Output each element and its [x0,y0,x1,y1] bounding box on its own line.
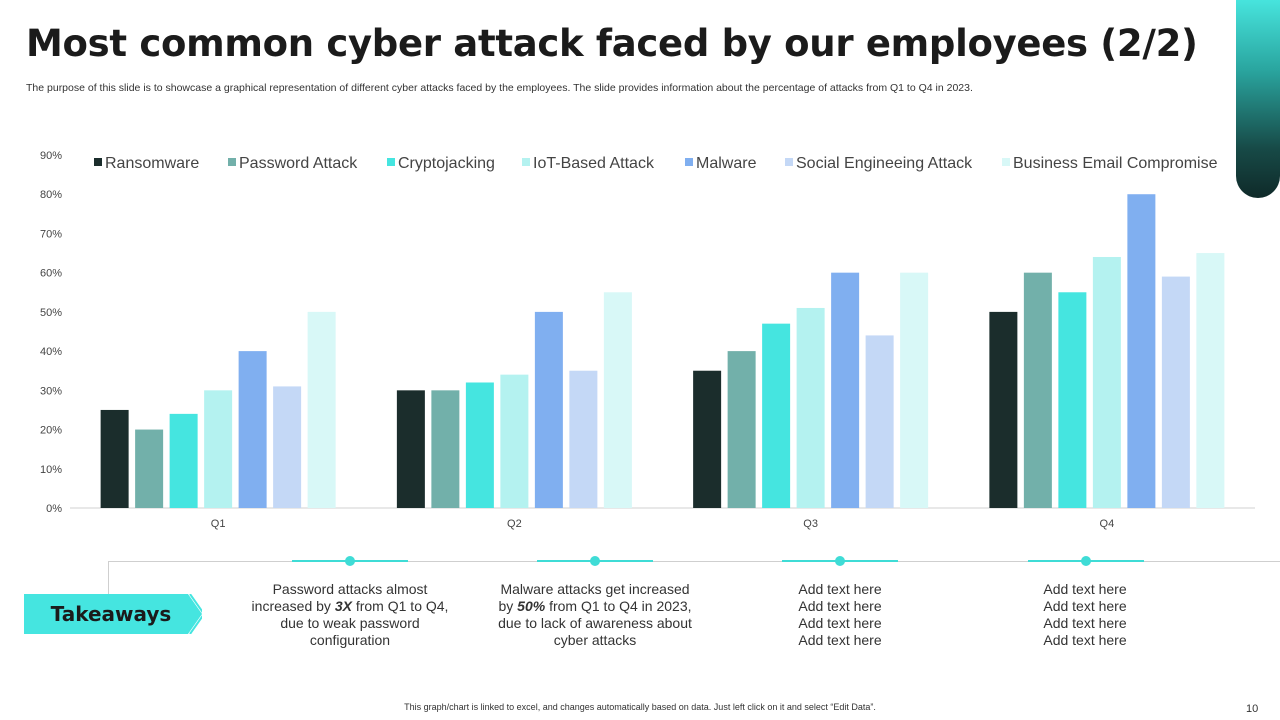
bar [693,370,722,508]
takeaway-text-1: Password attacks almost increased by 3X … [251,581,449,648]
bar [989,311,1018,508]
bar [865,335,894,508]
legend-label: Password Attack [239,155,358,172]
bar [1092,256,1121,508]
bar [396,390,425,508]
bar [307,311,336,508]
y-tick-label: 80% [40,189,62,201]
x-tick-label: Q3 [803,518,818,530]
bar [500,374,529,508]
x-tick-label: Q1 [211,518,226,530]
bar [135,429,164,508]
bar [1058,292,1087,508]
takeaway-text-4: Add text here Add text here Add text her… [1043,581,1127,648]
takeaways-arrow-shape [24,594,202,634]
bar [204,390,233,508]
y-tick-label: 10% [40,464,62,476]
bar [238,351,267,508]
y-tick-label: 50% [40,307,62,319]
legend-swatch [228,158,236,166]
bar [762,323,791,508]
legend-label: Malware [696,155,757,172]
bar [534,311,563,508]
y-tick-label: 60% [40,268,62,280]
bar [465,382,494,508]
takeaways-divider [108,561,1280,562]
legend-label: Business Email Compromise [1013,155,1218,172]
takeaway-marker [1028,555,1144,567]
bar [727,351,756,508]
y-tick-label: 0% [46,503,62,515]
legend-label: Ransomware [105,155,199,172]
takeaway-marker [537,555,653,567]
y-tick-label: 70% [40,228,62,240]
footnote: This graph/chart is linked to excel, and… [404,702,876,712]
y-tick-label: 90% [40,150,62,162]
bar-chart: 0% 10% 20% 30% 40% 50% 60% 70% 80% 90% Q1 Q2 Q3 Q4 Ran… [40,150,1255,530]
legend-swatch [785,158,793,166]
bar [1023,272,1052,508]
slide-title: Most common cyber attack faced by our em… [26,22,1198,65]
legend-label: Social Engineeing Attack [796,155,973,172]
takeaway-text-3: Add text here Add text here Add text her… [798,581,882,648]
page-number: 10 [1246,703,1259,715]
bar [1196,253,1225,508]
x-tick-label: Q2 [507,518,522,530]
legend-swatch [685,158,693,166]
y-tick-label: 30% [40,385,62,397]
x-tick-label: Q4 [1100,518,1115,530]
bar [831,272,860,508]
y-tick-label: 20% [40,425,62,437]
bar [431,390,460,508]
legend-swatch [522,158,530,166]
bar [603,292,632,508]
bar [900,272,929,508]
bar [273,386,302,508]
bar [796,307,825,508]
bar [569,370,598,508]
legend-swatch [1002,158,1010,166]
bar [1127,194,1156,508]
bar [169,413,198,508]
legend-label: Cryptojacking [398,155,495,172]
bar [100,409,129,508]
legend-label: IoT-Based Attack [533,155,655,172]
takeaway-text-2: Malware attacks get increased by 50% fro… [498,581,692,648]
legend-swatch [94,158,102,166]
takeaways-connector [108,561,109,595]
legend-swatch [387,158,395,166]
bar [1161,276,1190,508]
slide-subtitle: The purpose of this slide is to showcase… [26,82,973,94]
takeaways-label: Takeaways [50,602,172,626]
y-tick-label: 40% [40,346,62,358]
takeaway-marker [292,555,408,567]
decorative-accent-tab [1236,0,1280,198]
takeaway-marker [782,555,898,567]
